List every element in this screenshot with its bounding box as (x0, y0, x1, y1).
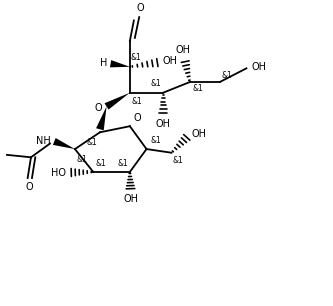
Text: OH: OH (251, 62, 266, 72)
Text: OH: OH (191, 129, 206, 140)
Text: H: H (100, 58, 108, 68)
Text: OH: OH (175, 45, 191, 55)
Polygon shape (53, 138, 75, 149)
Text: &1: &1 (172, 156, 183, 165)
Text: &1: &1 (118, 159, 128, 168)
Polygon shape (105, 93, 130, 110)
Text: OH: OH (123, 194, 138, 204)
Text: O: O (95, 103, 103, 113)
Text: NH: NH (36, 136, 51, 146)
Text: O: O (136, 2, 144, 13)
Text: &1: &1 (151, 136, 161, 145)
Text: OH: OH (163, 56, 177, 66)
Text: OH: OH (156, 119, 171, 129)
Polygon shape (110, 60, 130, 67)
Text: &1: &1 (87, 138, 97, 147)
Text: O: O (26, 182, 33, 192)
Text: &1: &1 (132, 97, 142, 106)
Text: &1: &1 (96, 159, 107, 168)
Text: &1: &1 (77, 155, 87, 163)
Text: O: O (133, 113, 141, 123)
Polygon shape (96, 106, 107, 130)
Text: &1: &1 (151, 79, 162, 88)
Text: HO: HO (51, 167, 66, 177)
Text: &1: &1 (221, 71, 232, 80)
Text: &1: &1 (131, 53, 142, 62)
Text: &1: &1 (192, 84, 203, 92)
